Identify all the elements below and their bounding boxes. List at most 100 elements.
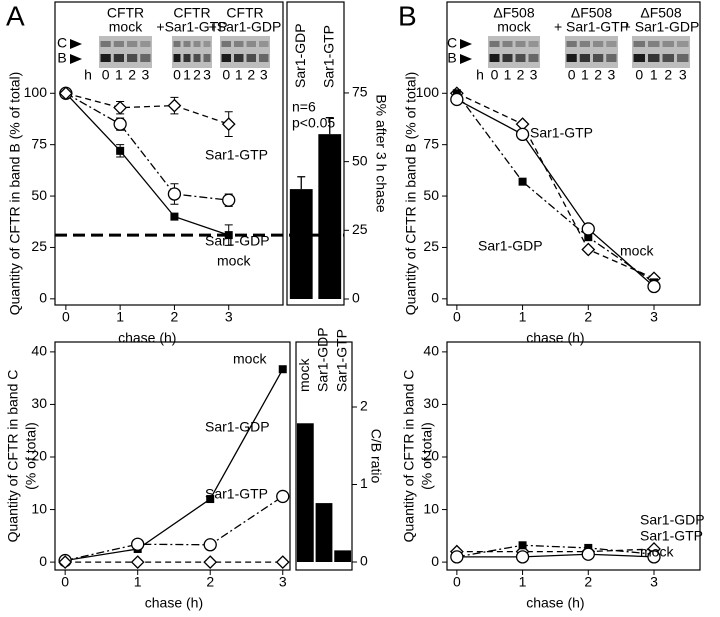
marker	[275, 555, 290, 570]
x-tick-label: 2	[584, 574, 592, 590]
y-tick-label: 40	[423, 343, 439, 359]
x-tick-label: 0	[61, 574, 69, 590]
y-axis-label: Quantity of CFTR in band B (% of total)	[7, 72, 23, 316]
series-line	[65, 92, 229, 236]
x-tick-label: 2	[206, 574, 214, 590]
gel-band	[173, 41, 181, 47]
y-tick-label: 0	[431, 290, 439, 306]
plot-frame	[54, 1, 284, 306]
x-axis-label: chase (h)	[118, 330, 176, 346]
y-tick-label: 20	[423, 448, 439, 464]
gel-band	[528, 41, 539, 47]
series-label: Sar1-GDP	[478, 238, 543, 254]
gel-band	[515, 54, 526, 62]
x-tick-label: 0	[62, 309, 70, 325]
gel-band	[648, 54, 660, 62]
gel-band	[234, 54, 244, 62]
lane-label: 0	[173, 67, 181, 83]
y-tick-label: 0	[360, 553, 368, 569]
series-label: mock	[640, 544, 674, 560]
gel-band	[259, 41, 269, 47]
lane-label: 3	[679, 67, 687, 83]
gel-title: CFTR	[173, 5, 210, 21]
series-line	[456, 548, 655, 553]
series-line	[456, 92, 655, 279]
marker	[518, 177, 527, 186]
gel-band	[677, 41, 689, 47]
y-tick-label: 50	[423, 187, 439, 203]
series-line	[456, 98, 655, 287]
y-tick-label: 75	[423, 135, 439, 151]
gel-title: CFTR	[226, 5, 263, 21]
gel-band	[489, 54, 500, 62]
lane-label: 2	[193, 67, 201, 83]
marker	[450, 92, 464, 107]
y-tick-label: 25	[352, 221, 368, 237]
marker	[170, 212, 179, 221]
x-tick-label: 2	[171, 309, 179, 325]
category-label: Sar1-GTP	[333, 329, 349, 392]
series-line	[65, 92, 229, 125]
gel-band	[515, 41, 526, 47]
lane-label: 2	[247, 67, 255, 83]
y-tick-label: 50	[31, 187, 47, 203]
x-axis-label: chase (h)	[145, 595, 203, 611]
series-label: Sar1-GTP	[530, 125, 593, 141]
gel-title: mock	[497, 19, 531, 35]
marker	[130, 555, 145, 570]
band-arrow	[460, 54, 472, 64]
annotation: n=6	[292, 99, 316, 115]
panel-label: A	[6, 0, 25, 31]
gel-band	[606, 41, 617, 47]
y-axis-label: Quantity of CFTR in band C	[401, 370, 417, 543]
lane-label: 0	[102, 67, 110, 83]
y-tick-label: 10	[423, 500, 439, 516]
bar	[318, 134, 342, 300]
marker	[113, 117, 127, 131]
gel-band	[489, 41, 500, 47]
band-label: B	[447, 50, 456, 66]
gel-band	[502, 54, 513, 62]
gel-title: +Sar1-GTP	[156, 19, 227, 35]
gel-band	[193, 41, 201, 47]
marker	[131, 537, 145, 551]
series-line	[65, 495, 284, 562]
gel-title: + Sar1-GDP	[623, 19, 700, 35]
lane-label: 0	[635, 67, 643, 83]
gel-image	[632, 36, 690, 68]
y-tick-label: 0	[352, 290, 360, 306]
band-label: C	[447, 35, 457, 51]
gel-band	[648, 41, 660, 47]
y-tick-label: 75	[31, 135, 47, 151]
series-label: mock	[217, 253, 251, 269]
gel-band	[173, 54, 181, 62]
y-tick-label: 0	[431, 553, 439, 569]
gel-band	[662, 54, 674, 62]
gel-image	[220, 36, 270, 68]
gel-band	[566, 41, 577, 47]
panel-label: B	[398, 0, 417, 31]
gel-band	[127, 54, 138, 62]
y-tick-label: 10	[31, 500, 47, 516]
band-label: C	[57, 35, 67, 51]
gel-title: ΔF508	[640, 5, 681, 21]
lane-label: 2	[664, 67, 672, 83]
gel-title: + Sar1-GTP	[554, 19, 629, 35]
series-label: Sar1-GDP	[205, 419, 270, 435]
y-tick-label: 25	[31, 238, 47, 254]
gel-band	[259, 54, 269, 62]
gel-title: ΔF508	[493, 5, 534, 21]
marker	[278, 365, 287, 374]
marker	[113, 100, 128, 115]
marker	[450, 550, 464, 564]
series-line	[456, 544, 655, 558]
category-label: Sar1-GDP	[315, 327, 331, 392]
gel-band	[113, 41, 124, 47]
gel-band	[677, 54, 689, 62]
y-tick-label: 25	[423, 238, 439, 254]
gel-title: +Sar1-GDP	[209, 19, 282, 35]
lane-label: 3	[203, 67, 211, 83]
lane-label: 3	[141, 67, 149, 83]
marker	[116, 146, 125, 155]
y-axis-label: C/B ratio	[368, 429, 384, 484]
